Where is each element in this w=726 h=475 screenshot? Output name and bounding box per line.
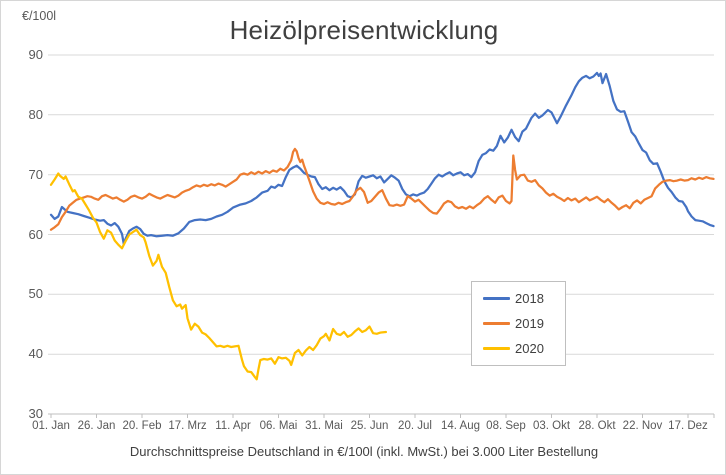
x-tick-label: 31. Mai xyxy=(305,420,343,432)
chart-title: Heizölpreisentwicklung xyxy=(229,15,499,45)
series-line-2019 xyxy=(49,147,715,231)
x-axis-ticks xyxy=(50,414,715,418)
legend-swatch-2020-icon xyxy=(483,347,510,350)
y-tick-label: 30 xyxy=(28,406,43,421)
legend-swatch-2019-icon xyxy=(483,322,510,325)
legend-item-2018: 2018 xyxy=(483,291,565,307)
y-tick-label: 40 xyxy=(28,346,43,362)
series-line-2018 xyxy=(49,71,715,246)
x-tick-label: 20. Feb xyxy=(122,420,162,432)
legend-label-2020: 2020 xyxy=(515,341,544,356)
y-tick-label: 60 xyxy=(28,226,43,242)
x-tick-label: 14. Aug xyxy=(440,420,481,432)
x-tick-label: 11. Apr xyxy=(215,420,251,432)
x-tick-label: 26. Jan xyxy=(77,420,116,432)
x-tick-label: 17. Dez xyxy=(668,420,708,432)
gridlines xyxy=(48,54,714,355)
y-tick-label: 90 xyxy=(28,47,43,62)
x-tick-label: 17. Mrz xyxy=(168,420,207,432)
legend-swatch-2018-icon xyxy=(483,297,510,300)
y-tick-label: 70 xyxy=(28,166,43,182)
x-tick-label: 08. Sep xyxy=(486,420,526,432)
legend: 2018 2019 2020 xyxy=(471,281,566,366)
x-tick-label: 22. Nov xyxy=(622,420,663,432)
x-tick-label: 28. Okt xyxy=(578,420,616,432)
y-tick-label: 50 xyxy=(28,286,43,302)
axis-subtitle: Durchschnittspreise Deutschland in €/100… xyxy=(129,444,599,459)
y-axis-unit-label: €/100l xyxy=(22,9,57,23)
x-tick-label: 01. Jan xyxy=(32,420,70,432)
legend-label-2019: 2019 xyxy=(515,316,544,331)
x-tick-label: 20. Jul xyxy=(398,420,432,432)
legend-label-2018: 2018 xyxy=(515,291,544,306)
series-line-2020 xyxy=(49,172,388,381)
x-tick-label: 25. Jun xyxy=(350,420,389,432)
legend-item-2019: 2019 xyxy=(483,316,565,332)
x-tick-label: 03. Okt xyxy=(532,420,571,432)
y-tick-label: 80 xyxy=(28,106,43,122)
x-tick-label: 06. Mai xyxy=(259,420,298,432)
legend-item-2020: 2020 xyxy=(483,341,565,357)
